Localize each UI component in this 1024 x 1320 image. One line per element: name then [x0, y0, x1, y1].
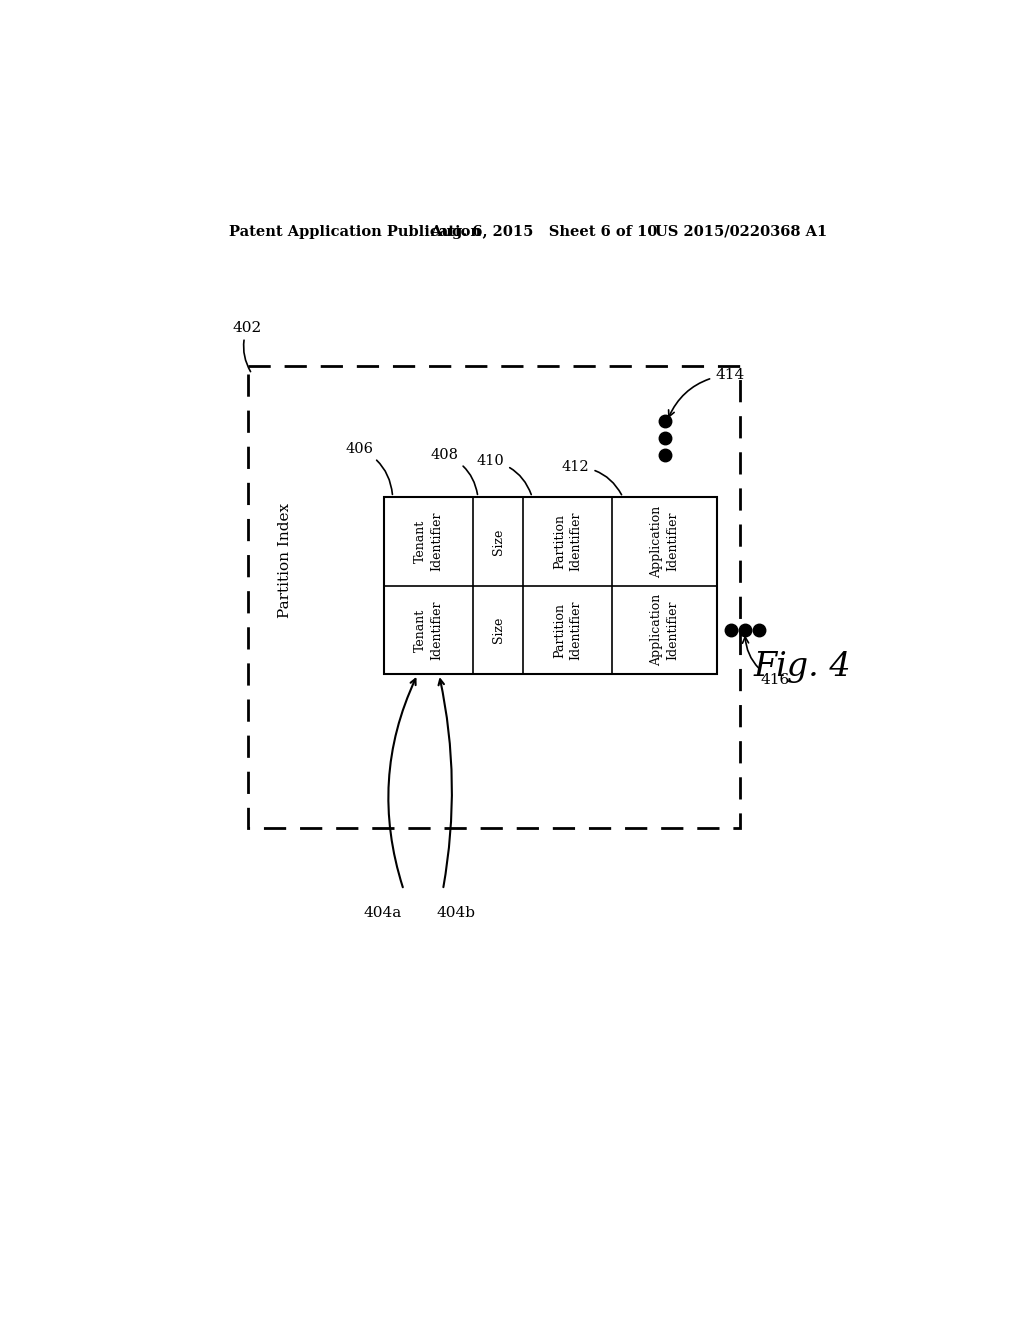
Text: Tenant
Identifier: Tenant Identifier [414, 601, 442, 660]
Bar [384, 498, 717, 675]
Text: 408: 408 [430, 447, 477, 495]
Text: Patent Application Publication: Patent Application Publication [228, 224, 480, 239]
Text: Size: Size [492, 528, 505, 554]
Text: 410: 410 [477, 454, 531, 495]
Text: 416: 416 [742, 638, 790, 686]
Text: Application
Identifier: Application Identifier [650, 594, 679, 667]
Text: Size: Size [492, 616, 505, 643]
Bar [248, 367, 740, 829]
Text: 412: 412 [562, 461, 622, 495]
Text: 404b: 404b [436, 906, 475, 920]
Text: US 2015/0220368 A1: US 2015/0220368 A1 [655, 224, 827, 239]
Text: 402: 402 [232, 321, 262, 372]
Text: Partition
Identifier: Partition Identifier [553, 601, 583, 660]
Text: Partition Index: Partition Index [279, 503, 292, 618]
Text: 404a: 404a [364, 906, 401, 920]
Text: Fig. 4: Fig. 4 [754, 651, 851, 682]
Text: 406: 406 [345, 441, 392, 495]
Text: Application
Identifier: Application Identifier [650, 506, 679, 578]
Text: 414: 414 [669, 368, 744, 417]
Text: Aug. 6, 2015   Sheet 6 of 10: Aug. 6, 2015 Sheet 6 of 10 [430, 224, 657, 239]
Text: Tenant
Identifier: Tenant Identifier [414, 512, 442, 572]
Text: Partition
Identifier: Partition Identifier [553, 512, 583, 572]
